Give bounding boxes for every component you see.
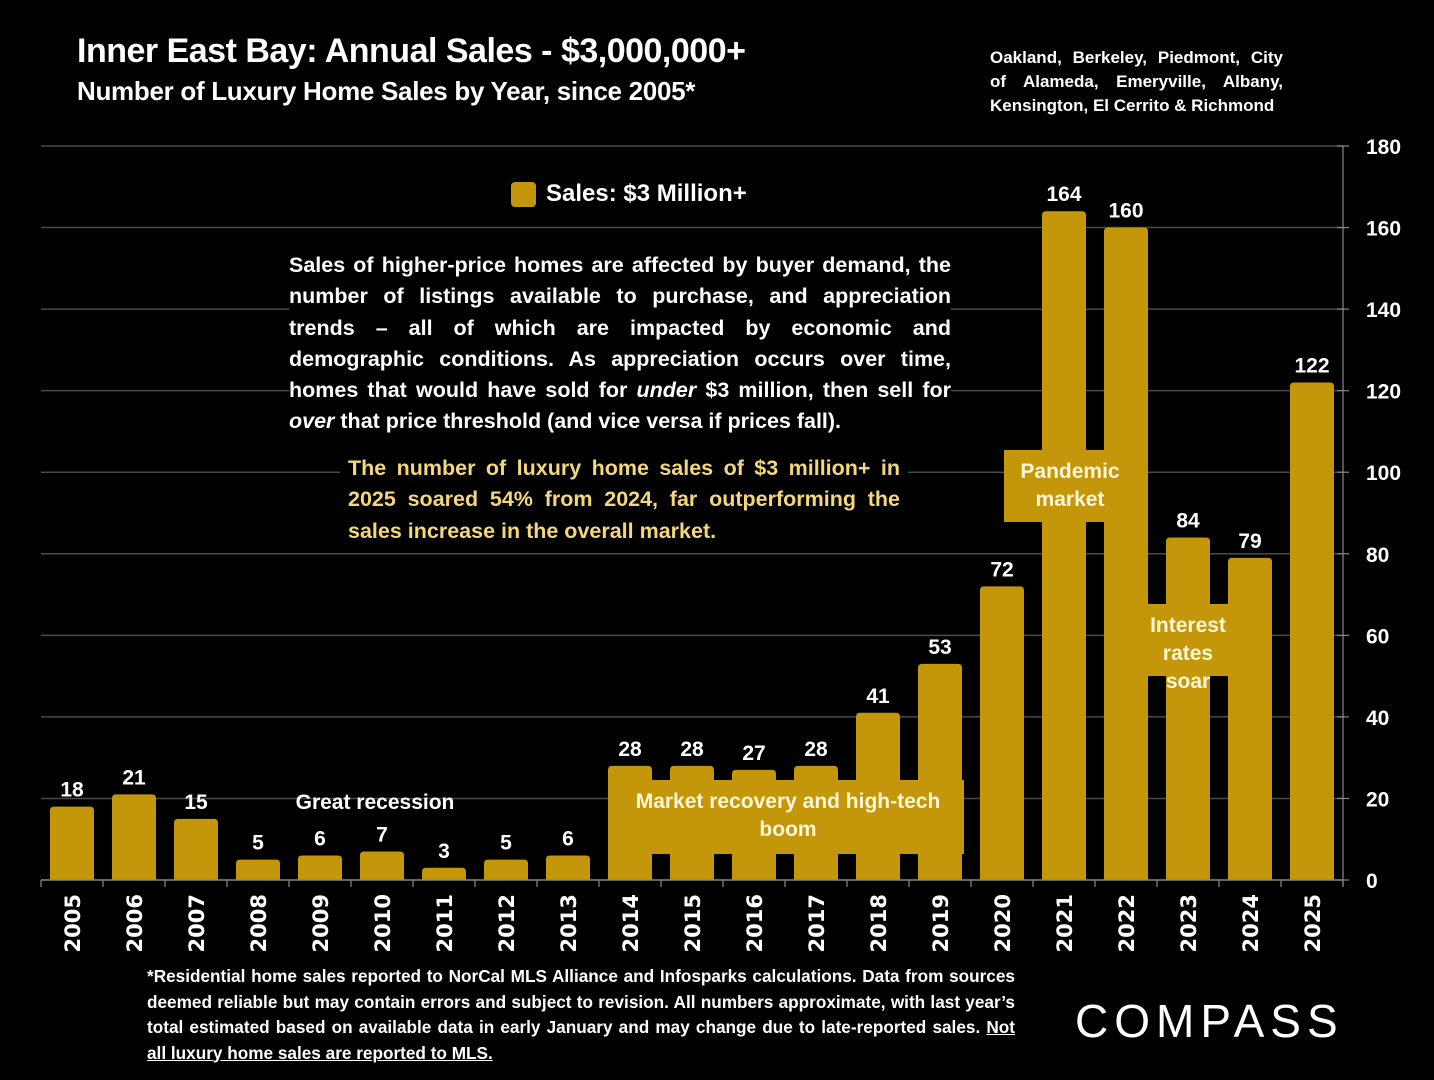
x-tick-label-2016: 2016 <box>743 894 767 952</box>
y-tick-label: 120 <box>1366 381 1401 404</box>
data-label-2023: 84 <box>1176 509 1200 532</box>
x-tick-label-2010: 2010 <box>371 894 395 952</box>
bar-2012 <box>484 859 528 880</box>
note-text-3: that price threshold (and vice versa if … <box>334 409 842 434</box>
explanatory-note: Sales of higher-price homes are affected… <box>289 250 951 438</box>
data-label-2006: 21 <box>122 766 146 789</box>
legend: Sales: $3 Million+ <box>511 180 747 208</box>
y-tick-label: 20 <box>1366 788 1389 811</box>
y-tick-label: 160 <box>1366 218 1401 241</box>
data-label-2005: 18 <box>60 779 84 802</box>
annotation-interest-rates: Interest rates soar <box>1140 604 1236 693</box>
x-tick-label-2015: 2015 <box>681 894 705 952</box>
x-tick-label-2006: 2006 <box>123 894 147 952</box>
data-label-2018: 41 <box>866 685 890 708</box>
bar-2025 <box>1290 382 1334 880</box>
y-tick-label: 80 <box>1366 544 1389 567</box>
data-label-2021: 164 <box>1046 183 1081 206</box>
footnote-underlined: Not all luxury home sales are reported t… <box>147 1017 1015 1063</box>
x-axis: 2005 2006 2007 2008 2009 2010 2011 2012 2013 2014… <box>40 879 1344 952</box>
data-label-2022: 160 <box>1108 200 1143 223</box>
x-tick-label-2023: 2023 <box>1177 894 1201 952</box>
x-tick-label-2022: 2022 <box>1115 894 1139 952</box>
data-label-2009: 6 <box>314 828 326 851</box>
bar-2008 <box>236 859 280 880</box>
x-tick-label-2025: 2025 <box>1301 894 1325 952</box>
x-tick-label-2019: 2019 <box>929 894 953 952</box>
data-label-2011: 3 <box>438 840 450 863</box>
x-tick-label-2012: 2012 <box>495 894 519 952</box>
bar-2005 <box>50 806 94 880</box>
x-tick-label-2005: 2005 <box>61 894 85 952</box>
bar-2024 <box>1228 557 1272 880</box>
x-tick-label-2014: 2014 <box>619 894 643 952</box>
legend-label: Sales: $3 Million+ <box>546 180 747 207</box>
x-tick-label-2007: 2007 <box>185 894 209 952</box>
y-tick-label: 180 <box>1366 136 1401 159</box>
data-label-2017: 28 <box>804 738 828 761</box>
data-label-2016: 27 <box>742 742 765 765</box>
annotation-pandemic: Pandemic market <box>1004 450 1136 522</box>
note-text-1: Sales of higher-price homes are affected… <box>289 253 951 403</box>
y-tick-label: 40 <box>1366 707 1389 730</box>
y-tick-label: 60 <box>1366 625 1389 648</box>
data-label-2007: 15 <box>184 791 208 814</box>
region-list: Oakland, Berkeley, Piedmont, City of Ala… <box>990 48 1283 115</box>
note-text-2: $3 million, then sell for <box>696 378 951 403</box>
y-tick-label: 0 <box>1366 870 1378 893</box>
y-tick-label: 140 <box>1366 299 1401 322</box>
bar-2011 <box>422 867 466 880</box>
footnote: *Residential home sales reported to NorC… <box>147 964 1015 1066</box>
annotation-great-recession: Great recession <box>295 791 455 814</box>
bar-2010 <box>360 851 404 880</box>
x-tick-label-2024: 2024 <box>1239 894 1263 952</box>
data-label-2014: 28 <box>618 738 642 761</box>
x-tick-label-2008: 2008 <box>247 894 271 952</box>
data-label-2020: 72 <box>990 558 1013 581</box>
x-tick-label-2009: 2009 <box>309 894 333 952</box>
data-label-2008: 5 <box>252 832 264 855</box>
data-label-2024: 79 <box>1238 530 1261 553</box>
annotation-market-recovery: Market recovery and high-tech boom <box>612 780 964 854</box>
x-tick-label-2018: 2018 <box>867 894 891 952</box>
data-label-2015: 28 <box>680 738 704 761</box>
data-label-2025: 122 <box>1294 355 1329 378</box>
bar-2023 <box>1166 537 1210 880</box>
x-tick-label-2013: 2013 <box>557 894 581 952</box>
x-tick-label-2021: 2021 <box>1053 894 1077 952</box>
y-axis: 0 20 40 60 80 100 120 140 160 180 <box>1337 136 1401 893</box>
chart-title: Inner East Bay: Annual Sales - $3,000,00… <box>77 32 746 70</box>
data-label-2013: 6 <box>562 828 574 851</box>
data-label-2010: 7 <box>376 823 388 846</box>
data-labels: 18 21 15 5 6 7 3 5 6 28 28 27 28 41 53 72 164 160 84 79 122 <box>60 183 1329 863</box>
bar-2022 <box>1104 227 1148 881</box>
data-label-2019: 53 <box>928 636 951 659</box>
note-emphasis-under: under <box>636 378 697 403</box>
legend-swatch <box>511 181 536 207</box>
bar-2007 <box>174 818 218 880</box>
highlight-note: The number of luxury home sales of $3 mi… <box>340 453 908 547</box>
bar-2009 <box>298 855 342 880</box>
y-tick-label: 100 <box>1366 462 1401 485</box>
footnote-text: *Residential home sales reported to NorC… <box>147 966 1015 1037</box>
x-tick-label-2011: 2011 <box>433 894 457 952</box>
x-tick-label-2017: 2017 <box>805 894 829 952</box>
bar-2020 <box>980 586 1024 880</box>
data-label-2012: 5 <box>500 832 512 855</box>
bar-2021 <box>1042 211 1086 880</box>
compass-logo: COMPASS <box>1075 995 1344 1047</box>
x-tick-label-2020: 2020 <box>991 894 1015 952</box>
note-emphasis-over: over <box>289 409 335 434</box>
bar-2006 <box>112 794 156 880</box>
bar-2013 <box>546 855 590 880</box>
chart-subtitle: Number of Luxury Home Sales by Year, sin… <box>77 76 696 106</box>
